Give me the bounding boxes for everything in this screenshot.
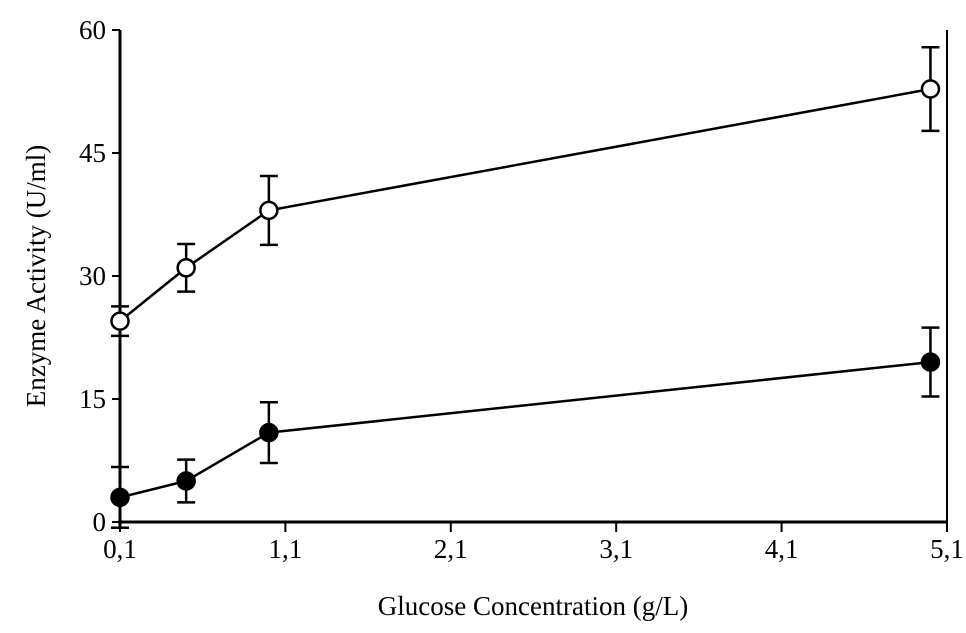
data-point bbox=[920, 352, 941, 372]
y-tick-label: 45 bbox=[79, 138, 106, 168]
series-line bbox=[119, 360, 931, 499]
x-tick-label: 3,1 bbox=[599, 534, 633, 564]
data-point bbox=[176, 471, 196, 491]
x-tick-label: 2,1 bbox=[434, 534, 468, 564]
data-point bbox=[110, 311, 130, 331]
series-filled-circles bbox=[110, 326, 941, 529]
data-point bbox=[110, 487, 130, 508]
y-tick-label: 0 bbox=[93, 507, 107, 537]
y-axis-label: Enzyme Activity (U/ml) bbox=[21, 145, 51, 407]
x-tick-label: 1,1 bbox=[269, 534, 303, 564]
x-tick-label: 4,1 bbox=[765, 534, 799, 564]
y-tick-label: 30 bbox=[79, 261, 106, 291]
data-marks bbox=[110, 45, 941, 529]
y-tick-label: 60 bbox=[79, 15, 106, 45]
data-point bbox=[259, 422, 279, 443]
x-axis-label: Glucose Concentration (g/L) bbox=[378, 591, 688, 621]
x-tick-label: 5,1 bbox=[930, 534, 964, 564]
x-tick-label: 0,1 bbox=[103, 534, 137, 564]
series-line bbox=[119, 87, 931, 323]
series-open-circles bbox=[110, 45, 941, 338]
data-point bbox=[176, 258, 196, 278]
data-point bbox=[920, 79, 941, 99]
axes: 0 15 30 45 60 0,1 1,1 2,1 3,1 4,1 5,1 bbox=[79, 15, 964, 564]
data-point bbox=[259, 200, 279, 221]
y-tick-label: 15 bbox=[79, 384, 106, 414]
